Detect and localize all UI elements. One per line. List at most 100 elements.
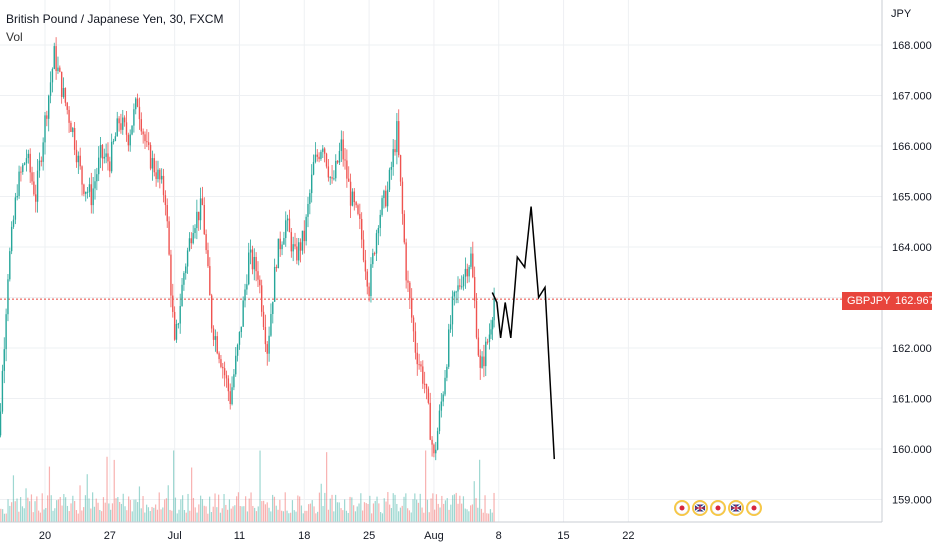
candle-body <box>422 366 424 384</box>
candle-body <box>188 238 191 251</box>
volume-bar <box>216 507 218 522</box>
volume-bar <box>104 502 106 522</box>
candle-body <box>344 159 346 161</box>
candle-body <box>205 234 207 251</box>
candle-body <box>22 164 24 172</box>
candle-body <box>379 214 381 228</box>
candle-body <box>83 184 85 194</box>
candle-body <box>303 230 305 242</box>
candle-body <box>218 353 220 360</box>
volume-bar <box>20 497 22 522</box>
volume-bar <box>39 512 42 522</box>
candle-body <box>86 191 89 193</box>
volume-bar <box>417 502 420 522</box>
volume-bar <box>171 510 173 522</box>
volume-bar <box>281 510 283 522</box>
volume-bar <box>110 509 112 522</box>
volume-bar <box>205 506 207 522</box>
volume-bar <box>138 486 141 522</box>
volume-bar <box>115 498 117 522</box>
volume-bar <box>225 504 227 522</box>
volume-bar <box>16 498 18 522</box>
candle-body <box>185 266 187 274</box>
candle-body <box>407 280 409 283</box>
volume-bar <box>14 501 16 522</box>
volume-bar <box>86 474 88 522</box>
economic-events[interactable] <box>674 500 762 516</box>
volume-bar <box>435 494 438 522</box>
volume-bar <box>3 513 6 522</box>
volume-bar <box>335 494 337 522</box>
candle-body <box>299 242 302 251</box>
candle-body <box>394 149 396 153</box>
volume-bar <box>106 456 108 522</box>
candle-body <box>477 337 480 356</box>
candle-body <box>357 205 359 214</box>
candle-body <box>298 242 300 261</box>
candle-body <box>436 431 439 450</box>
volume-bar <box>113 459 115 522</box>
candle-body <box>316 154 318 157</box>
volume-bar <box>243 506 245 522</box>
jp-flag-icon[interactable] <box>674 500 690 516</box>
volume-bar <box>236 496 238 522</box>
volume-bar <box>101 511 103 522</box>
candle-body <box>329 177 331 179</box>
volume-bar <box>137 502 139 522</box>
volume-bar <box>320 483 322 522</box>
x-tick-label: 27 <box>104 530 116 542</box>
candle-body <box>29 153 31 173</box>
candle-body <box>192 233 194 244</box>
volume-bar <box>268 507 270 522</box>
volume-bar <box>444 500 447 522</box>
jp-flag-icon[interactable] <box>710 500 726 516</box>
candle-body <box>462 276 465 287</box>
volume-bar <box>378 503 380 522</box>
candle-body <box>355 202 357 206</box>
volume-bar <box>414 493 416 522</box>
candle-body <box>51 68 54 83</box>
volume-bar <box>347 512 349 522</box>
candle-body <box>257 271 259 280</box>
x-tick-label: 8 <box>496 530 502 542</box>
candle-body <box>190 238 193 244</box>
volume-bar <box>306 510 308 522</box>
candle-body <box>246 284 248 290</box>
candle-body <box>186 250 189 267</box>
volume-bar <box>453 494 456 522</box>
candle-body <box>35 194 37 202</box>
volume-bar <box>324 492 326 522</box>
volume-bar <box>308 504 310 522</box>
candle-body <box>318 156 320 160</box>
price-tag-value: 162.967 <box>895 295 932 307</box>
volume-bar <box>387 492 389 522</box>
y-tick-label: 160.000 <box>892 444 932 456</box>
candle-body <box>322 148 324 152</box>
candle-body <box>349 181 352 206</box>
uk-flag-icon[interactable] <box>692 500 708 516</box>
candle-body <box>325 153 328 167</box>
candle-body <box>27 153 30 159</box>
volume-bar <box>117 497 119 522</box>
volume-bar <box>182 495 184 522</box>
candle-body <box>410 298 413 318</box>
candle-body <box>194 228 196 234</box>
price-tag[interactable]: GBPJPY 162.967 <box>842 292 932 310</box>
candle-body <box>16 195 18 198</box>
volume-bar <box>47 495 49 522</box>
volume-bar <box>437 503 439 522</box>
volume-bar <box>327 509 330 522</box>
candle-body <box>216 336 218 354</box>
volume-bar <box>462 496 465 522</box>
candle-body <box>10 226 13 252</box>
projection-series <box>491 206 556 460</box>
candle-body <box>335 160 337 179</box>
candle-body <box>468 266 470 277</box>
candle-body <box>81 166 83 185</box>
uk-flag-icon[interactable] <box>728 500 744 516</box>
candle-body <box>399 155 402 182</box>
jp-flag-icon[interactable] <box>746 500 762 516</box>
volume-bar <box>144 512 146 522</box>
volume-bar <box>390 508 393 522</box>
